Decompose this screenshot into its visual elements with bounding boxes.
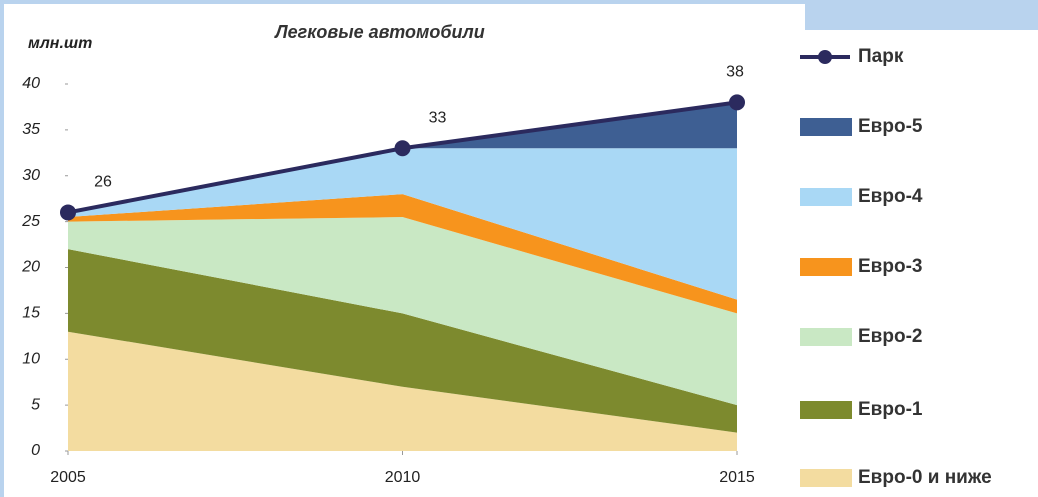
data-label: 26 xyxy=(94,174,112,191)
legend-label: Евро-0 и ниже xyxy=(858,467,992,488)
point xyxy=(394,140,411,157)
legend-label: Евро-5 xyxy=(858,116,923,137)
frame xyxy=(0,0,1038,4)
y-axis-label: млн.шт xyxy=(28,35,92,52)
legend-label: Парк xyxy=(858,46,904,67)
legend-swatch xyxy=(800,258,852,276)
y-tick-label: 30 xyxy=(22,167,40,184)
legend-swatch xyxy=(800,401,852,419)
data-label: 33 xyxy=(429,109,447,126)
legend-swatch xyxy=(800,118,852,136)
chart-title: Легковые автомобили xyxy=(273,22,484,42)
frame xyxy=(0,0,4,497)
point xyxy=(729,94,745,111)
legend-swatch xyxy=(800,188,852,206)
point xyxy=(60,204,76,221)
legend-marker xyxy=(818,50,832,64)
x-tick-label: 2010 xyxy=(385,469,421,486)
legend-label: Евро-4 xyxy=(858,186,923,207)
area xyxy=(68,331,737,451)
legend-label: Евро-2 xyxy=(858,326,922,347)
data-label: 38 xyxy=(726,64,744,81)
y-tick-label: 40 xyxy=(22,75,40,92)
legend-label: Евро-3 xyxy=(858,256,922,277)
x-tick-label: 2005 xyxy=(50,469,86,486)
y-tick-label: 25 xyxy=(21,213,40,230)
area xyxy=(68,217,737,406)
legend-swatch xyxy=(800,469,852,487)
y-tick-label: 5 xyxy=(31,396,40,413)
y-tick-label: 10 xyxy=(22,350,40,367)
y-tick-label: 0 xyxy=(31,442,40,459)
y-tick-label: 20 xyxy=(21,259,40,276)
area xyxy=(68,249,737,433)
y-tick-label: 15 xyxy=(22,305,40,322)
x-tick-label: 2015 xyxy=(719,469,755,486)
legend-swatch xyxy=(800,328,852,346)
area xyxy=(68,148,737,300)
y-tick-label: 35 xyxy=(22,121,40,138)
legend-label: Евро-1 xyxy=(858,399,923,420)
area xyxy=(68,102,737,213)
frame xyxy=(805,0,1038,30)
